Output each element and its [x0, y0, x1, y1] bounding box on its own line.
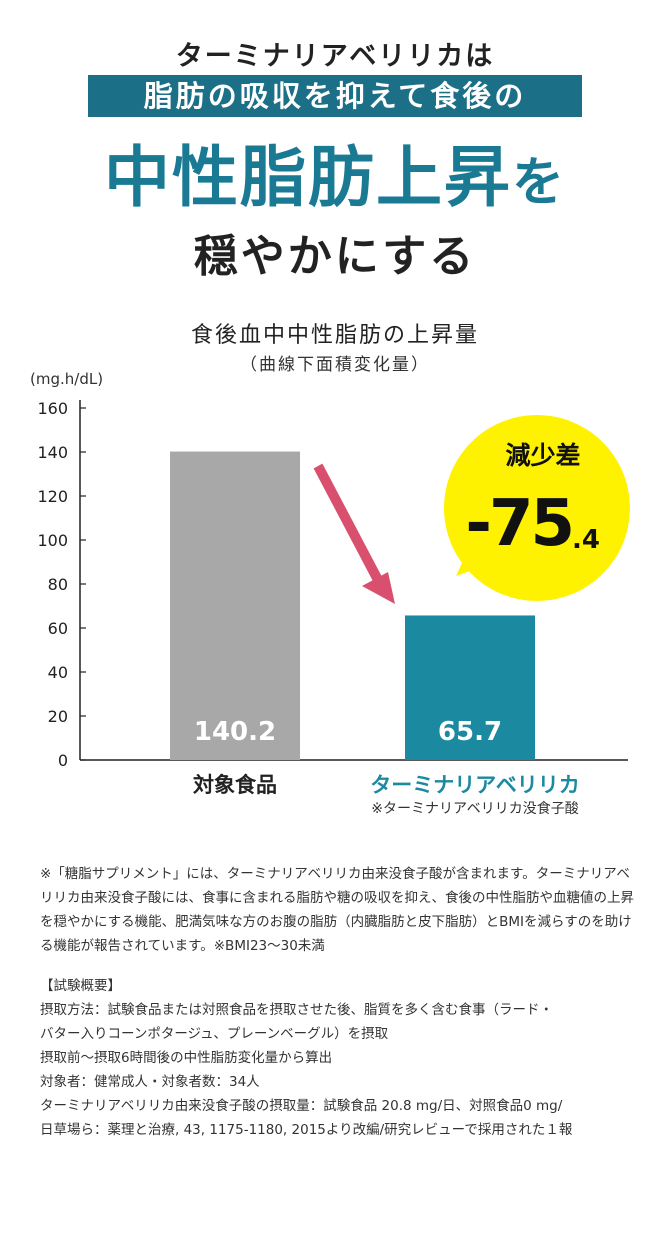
study-outline-line: 日草場ら：薬理と治療, 43, 1175-1180, 2015より改編/研究レビ… — [40, 1122, 573, 1138]
arrow-head — [362, 572, 395, 604]
footnote: ※「糖脂サプリメント」には、ターミナリアベリリカ由来没食子酸が含まれます。ターミ… — [40, 866, 634, 954]
arrow-shaft — [313, 463, 383, 583]
highlight-band: 脂肪の吸収を抑えて食後の — [88, 75, 582, 117]
chart-title: 食後血中中性脂肪の上昇量 — [190, 323, 479, 348]
y-tick-label: 80 — [48, 575, 68, 594]
x-category-label: 対象食品 — [193, 773, 277, 797]
y-tick-label: 40 — [48, 663, 68, 682]
study-outline-line: 対象者：健常成人・対象者数：34人 — [40, 1074, 260, 1090]
category-note: ※ターミナリアベリリカ没食子酸 — [371, 800, 578, 817]
y-tick-label: 160 — [37, 399, 68, 418]
x-category-label: ターミナリアベリリカ — [370, 773, 580, 797]
headline: 中性脂肪上昇を — [0, 133, 670, 228]
y-tick-label: 140 — [37, 443, 68, 462]
y-tick-label: 60 — [48, 619, 68, 638]
y-axis-unit: (mg.h/dL) — [30, 370, 103, 388]
study-outline-heading: 【試験概要】 — [40, 978, 121, 994]
callout-value-decimal: .4 — [572, 525, 600, 555]
lead-text: ターミナリアベリリカは — [175, 41, 495, 72]
callout-value: -75 — [465, 487, 572, 561]
sub-headline: 穏やかにする — [193, 231, 477, 282]
study-outline: 【試験概要】 摂取方法：試験食品または対照食品を摂取させた後、脂質を多く含む食事… — [40, 974, 660, 1142]
chart-subtitle: （曲線下面積変化量） — [240, 355, 430, 375]
study-outline-line: 摂取前〜摂取6時間後の中性脂肪変化量から算出 — [40, 1050, 333, 1066]
y-tick-label: 0 — [58, 751, 68, 770]
study-outline-line: ターミナリアベリリカ由来没食子酸の摂取量：試験食品 20.8 mg/日、対照食品… — [40, 1098, 563, 1114]
callout-label: 減少差 — [505, 441, 580, 470]
study-outline-line: 摂取方法：試験食品または対照食品を摂取させた後、脂質を多く含む食事（ラード・ — [40, 1002, 553, 1018]
bar — [170, 451, 300, 760]
bar-value-label: 65.7 — [438, 717, 502, 747]
study-outline-line: バター入りコーンポタージュ、プレーンベーグル）を摂取 — [40, 1026, 389, 1042]
y-tick-label: 20 — [48, 707, 68, 726]
bar-chart: (mg.h/dL) 0 20 40 60 80 100 120 140 160 140.2 対象食品 6… — [30, 370, 630, 817]
callout-bubble — [444, 415, 630, 601]
headline-text: 中性脂肪上昇 — [103, 139, 512, 216]
bar-value-label: 140.2 — [194, 717, 276, 747]
y-tick-label: 100 — [37, 531, 68, 550]
headline-particle: を — [511, 153, 566, 213]
y-tick-label: 120 — [37, 487, 68, 506]
bar — [405, 615, 535, 760]
